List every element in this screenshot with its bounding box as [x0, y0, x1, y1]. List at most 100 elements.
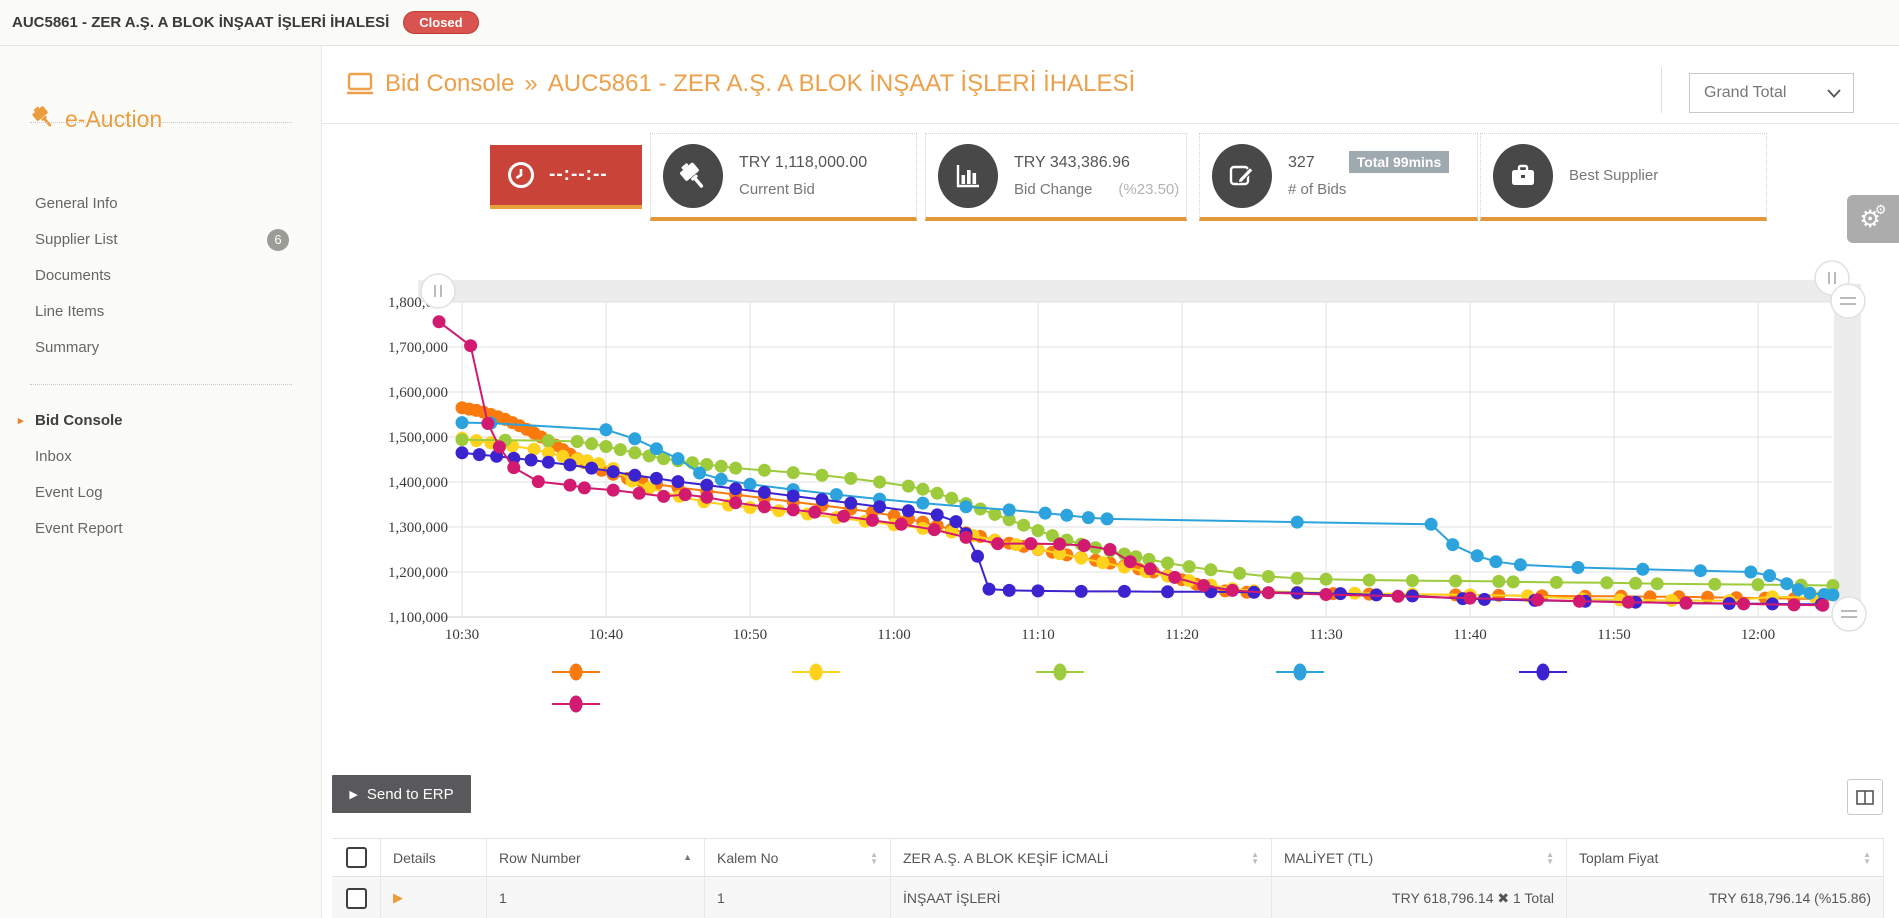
data-point-green[interactable] [1017, 518, 1031, 532]
data-point-green[interactable] [916, 482, 930, 496]
data-point-purple[interactable] [524, 453, 538, 467]
data-point-green[interactable] [1142, 552, 1156, 566]
sidebar-item-general-info[interactable]: General Info [0, 186, 321, 222]
zoom-handle-bottom-right[interactable] [1831, 596, 1867, 632]
data-point-green[interactable] [1002, 513, 1016, 527]
legend-item-pink[interactable] [552, 695, 600, 713]
data-point-green[interactable] [657, 452, 671, 466]
data-point-green[interactable] [1233, 566, 1247, 580]
data-point-purple[interactable] [930, 508, 944, 522]
data-point-pink[interactable] [1531, 593, 1545, 607]
data-point-purple[interactable] [949, 515, 963, 529]
data-point-green[interactable] [1600, 576, 1614, 590]
data-point-pink[interactable] [1463, 591, 1477, 605]
data-point-pink[interactable] [808, 505, 822, 519]
data-point-blue[interactable] [1513, 558, 1527, 572]
data-point-purple[interactable] [971, 549, 984, 563]
data-point-blue[interactable] [1780, 577, 1794, 591]
data-point-purple[interactable] [873, 500, 887, 514]
data-point-green[interactable] [613, 443, 627, 457]
data-point-blue[interactable] [1489, 555, 1503, 569]
data-point-purple[interactable] [901, 504, 915, 518]
zoom-handle-right[interactable] [1830, 283, 1866, 319]
data-point-blue[interactable] [1470, 549, 1484, 563]
data-point-pink[interactable] [1053, 537, 1067, 551]
sidebar-item-inbox[interactable]: Inbox [0, 439, 321, 475]
data-point-green[interactable] [599, 440, 613, 453]
data-point-orange[interactable] [1701, 590, 1715, 604]
data-point-pink[interactable] [657, 489, 671, 503]
data-point-green[interactable] [757, 463, 771, 477]
data-point-purple[interactable] [455, 446, 469, 460]
data-point-pink[interactable] [865, 513, 879, 527]
data-point-green[interactable] [714, 459, 728, 473]
data-point-pink[interactable] [1143, 562, 1157, 576]
column-toggle-button[interactable] [1847, 779, 1883, 815]
data-point-blue[interactable] [671, 452, 685, 466]
data-point-pink[interactable] [927, 523, 941, 537]
data-point-pink[interactable] [531, 475, 545, 489]
data-point-green[interactable] [1261, 570, 1275, 583]
data-point-green[interactable] [1708, 577, 1722, 591]
column-header-row-number[interactable]: Row Number ▲ [487, 839, 705, 876]
data-point-green[interactable] [700, 458, 714, 471]
data-point-pink[interactable] [1737, 597, 1751, 611]
data-point-blue[interactable] [1693, 564, 1707, 578]
sort-icon[interactable]: ▲ [683, 852, 692, 862]
data-point-green[interactable] [930, 486, 944, 500]
data-point-purple[interactable] [786, 489, 800, 503]
data-point-pink[interactable] [1225, 583, 1239, 597]
data-point-green[interactable] [1290, 571, 1304, 585]
data-point-yellow[interactable] [541, 446, 555, 460]
data-point-blue[interactable] [1571, 561, 1585, 574]
data-point-pink[interactable] [894, 517, 908, 531]
data-point-yellow[interactable] [1665, 593, 1679, 607]
send-to-erp-button[interactable]: ▶ Send to ERP [332, 775, 471, 813]
data-point-yellow[interactable] [772, 504, 786, 518]
data-point-blue[interactable] [628, 432, 642, 446]
data-point-green[interactable] [1031, 524, 1045, 538]
data-point-yellow[interactable] [1074, 551, 1088, 565]
data-point-blue[interactable] [649, 442, 663, 456]
data-point-purple[interactable] [585, 461, 599, 475]
sidebar-item-line-items[interactable]: Line Items [0, 294, 321, 330]
data-point-blue[interactable] [1763, 569, 1776, 583]
data-point-green[interactable] [1182, 560, 1196, 574]
chart-zoom-strip-right[interactable] [1834, 284, 1861, 618]
data-point-yellow[interactable] [1096, 556, 1110, 570]
chart-zoom-strip-top[interactable] [418, 280, 1831, 302]
sidebar-item-event-log[interactable]: Event Log [0, 475, 321, 511]
data-point-green[interactable] [628, 446, 642, 460]
legend-item-green[interactable] [1036, 663, 1084, 681]
data-point-blue[interactable] [714, 472, 728, 486]
data-point-green[interactable] [786, 466, 800, 480]
data-point-blue[interactable] [959, 500, 973, 514]
select-all-checkbox[interactable] [345, 847, 367, 868]
data-point-pink[interactable] [632, 486, 646, 500]
data-point-green[interactable] [1319, 572, 1333, 586]
data-point-purple[interactable] [729, 482, 743, 496]
data-point-green[interactable] [729, 461, 743, 475]
data-point-green[interactable] [945, 491, 959, 505]
data-point-green[interactable] [1362, 573, 1376, 587]
data-point-purple[interactable] [982, 582, 996, 596]
settings-button[interactable]: ⚙ ⚙ [1847, 195, 1899, 243]
data-point-blue[interactable] [1290, 515, 1304, 529]
data-point-pink[interactable] [492, 440, 506, 454]
data-point-green[interactable] [455, 433, 469, 447]
column-header-maliyet[interactable]: MALİYET (TL) ▲ ▼ [1272, 839, 1567, 876]
data-point-pink[interactable] [837, 509, 851, 523]
data-point-green[interactable] [570, 435, 584, 448]
data-point-pink[interactable] [1572, 594, 1586, 608]
data-point-green[interactable] [1405, 574, 1419, 588]
sort-icon[interactable]: ▲ ▼ [1251, 849, 1259, 866]
legend-item-yellow[interactable] [792, 663, 840, 681]
data-point-blue[interactable] [1060, 508, 1074, 522]
zoom-handle-left[interactable] [420, 273, 456, 309]
data-point-blue[interactable] [1803, 586, 1817, 600]
grand-total-select[interactable]: Grand Total [1689, 73, 1854, 113]
data-point-pink[interactable] [577, 481, 591, 495]
data-point-pink[interactable] [1787, 598, 1801, 612]
data-point-blue[interactable] [1446, 538, 1460, 552]
data-point-green[interactable] [873, 475, 887, 489]
